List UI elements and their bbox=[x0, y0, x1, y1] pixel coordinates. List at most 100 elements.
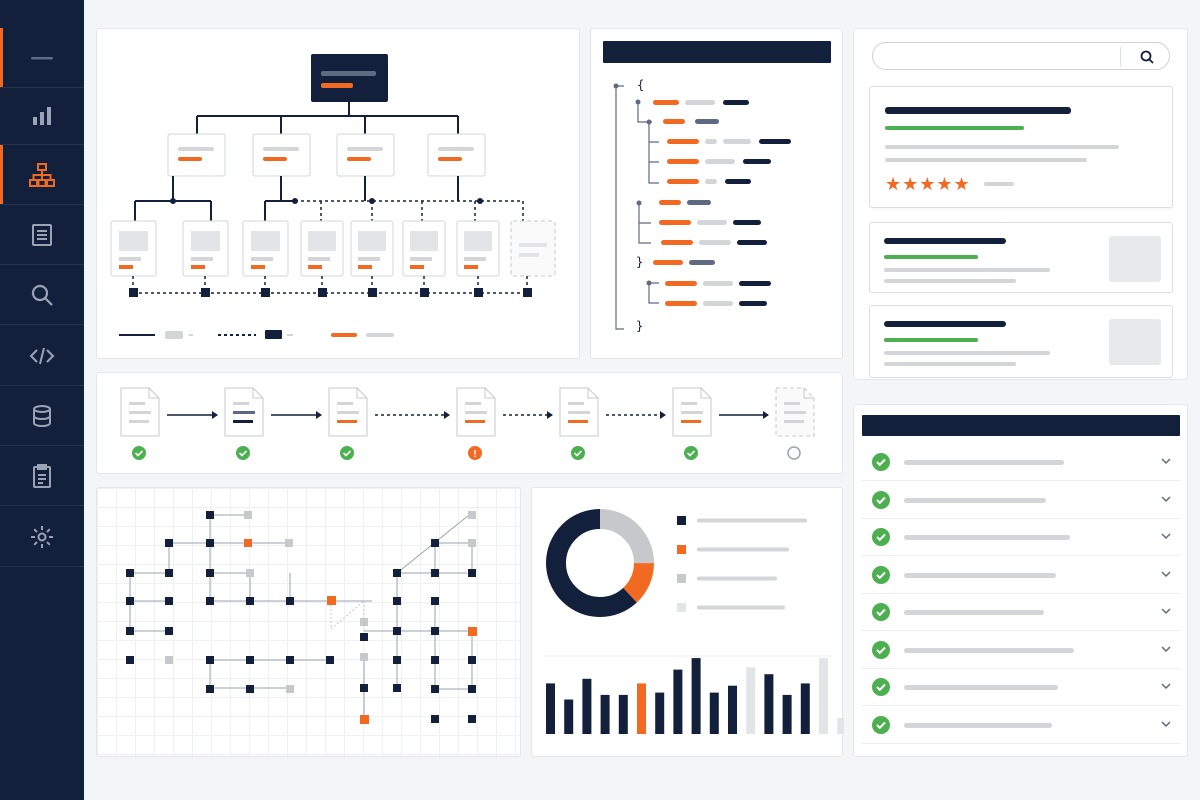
bar[interactable] bbox=[564, 699, 574, 735]
check-circle-icon bbox=[236, 446, 250, 460]
bar[interactable] bbox=[746, 667, 756, 734]
root-node[interactable] bbox=[311, 54, 388, 102]
pipeline-step[interactable] bbox=[456, 387, 496, 437]
sidebar-item-database[interactable] bbox=[0, 386, 84, 446]
pipeline-arrow bbox=[503, 411, 553, 419]
checklist-item[interactable] bbox=[862, 443, 1180, 481]
checklist-item-label bbox=[904, 535, 1070, 540]
pipeline-arrow bbox=[271, 411, 322, 419]
pipeline-arrow bbox=[167, 411, 218, 419]
check-circle-icon bbox=[132, 446, 146, 460]
checklist-item[interactable] bbox=[862, 631, 1180, 669]
legend-label bbox=[697, 518, 807, 523]
donut-legend bbox=[677, 516, 807, 612]
check-circle-icon bbox=[684, 446, 698, 460]
code-icon bbox=[29, 347, 55, 364]
network-graph-panel bbox=[96, 487, 521, 757]
bar[interactable] bbox=[637, 683, 646, 734]
check-circle-icon bbox=[872, 565, 890, 584]
checklist-item[interactable] bbox=[862, 593, 1180, 631]
pipeline-step[interactable] bbox=[672, 387, 712, 437]
result-card[interactable] bbox=[869, 305, 1173, 378]
level-one-nodes bbox=[167, 133, 486, 177]
bar[interactable] bbox=[800, 683, 810, 734]
search-divider bbox=[1120, 47, 1121, 67]
sidebar-item-documents[interactable] bbox=[0, 205, 84, 265]
sidebar-item-search[interactable] bbox=[0, 265, 84, 325]
legend-label bbox=[697, 576, 777, 581]
checklist-item[interactable] bbox=[862, 481, 1180, 519]
bar[interactable] bbox=[819, 658, 828, 734]
checklist-item[interactable] bbox=[862, 556, 1180, 594]
chevron-down-icon[interactable] bbox=[1160, 493, 1172, 505]
bar[interactable] bbox=[673, 669, 683, 734]
sidebar bbox=[0, 0, 84, 800]
pending-circle-icon bbox=[787, 446, 801, 460]
pipeline-arrow bbox=[375, 411, 450, 419]
sidebar-item-hierarchy[interactable] bbox=[0, 145, 84, 205]
check-circle-icon bbox=[872, 490, 890, 509]
result-thumbnail bbox=[1109, 319, 1161, 365]
result-card[interactable] bbox=[869, 222, 1173, 293]
sidebar-item-code[interactable] bbox=[0, 326, 84, 386]
org-chart-panel bbox=[96, 28, 580, 359]
chevron-down-icon[interactable] bbox=[1160, 530, 1172, 542]
sidebar-item-analytics[interactable] bbox=[0, 85, 84, 145]
bar[interactable] bbox=[582, 678, 592, 734]
pipeline-step[interactable] bbox=[120, 387, 160, 437]
checklist-item-label bbox=[904, 610, 1044, 615]
pipeline-step[interactable] bbox=[775, 387, 815, 437]
warning-circle-icon: ! bbox=[468, 446, 482, 460]
bar[interactable] bbox=[728, 685, 737, 734]
bar-chart-icon bbox=[33, 106, 51, 125]
chevron-down-icon[interactable] bbox=[1160, 718, 1172, 730]
rating-stars: ★★★★★ bbox=[885, 174, 971, 194]
code-panel-header bbox=[603, 41, 831, 63]
check-circle-icon bbox=[571, 446, 585, 460]
checklist-item[interactable] bbox=[862, 668, 1180, 706]
featured-result-card[interactable] bbox=[869, 86, 1173, 208]
chevron-down-icon[interactable] bbox=[1160, 455, 1172, 467]
search-field[interactable] bbox=[872, 42, 1170, 70]
check-circle-icon bbox=[872, 603, 890, 621]
donut-segment[interactable] bbox=[546, 509, 654, 617]
bar[interactable] bbox=[691, 658, 701, 734]
bar[interactable] bbox=[618, 694, 628, 734]
bar[interactable] bbox=[837, 717, 847, 734]
pipeline-panel: ! bbox=[96, 372, 843, 474]
search-icon[interactable] bbox=[1139, 49, 1155, 65]
bar[interactable] bbox=[546, 683, 555, 734]
org-chart-legend bbox=[119, 330, 394, 339]
sidebar-item-settings[interactable] bbox=[0, 507, 84, 567]
checklist-item[interactable] bbox=[862, 518, 1180, 556]
check-circle-icon bbox=[872, 528, 890, 546]
search-input[interactable] bbox=[885, 47, 1105, 65]
checklist-item[interactable] bbox=[862, 706, 1180, 744]
bar[interactable] bbox=[655, 692, 665, 734]
org-chart-diagram bbox=[110, 54, 556, 339]
pipeline-diagram: ! bbox=[120, 387, 815, 460]
pipeline-step[interactable] bbox=[224, 387, 264, 437]
close-brace-outer: } bbox=[636, 319, 644, 333]
chart-canvas bbox=[544, 509, 847, 735]
checklist-item-label bbox=[904, 460, 1064, 465]
pipeline-step[interactable] bbox=[559, 387, 599, 437]
checklist-item-label bbox=[904, 722, 1052, 728]
result-thumbnail bbox=[1109, 236, 1161, 282]
chevron-down-icon[interactable] bbox=[1160, 568, 1172, 580]
pipeline-step[interactable] bbox=[328, 387, 368, 437]
sidebar-item-clipboard[interactable] bbox=[0, 446, 84, 506]
checklist-item-label bbox=[904, 572, 1056, 578]
check-circle-icon bbox=[872, 453, 890, 471]
bar[interactable] bbox=[764, 674, 774, 734]
checklist-header bbox=[862, 415, 1180, 436]
sidebar-item-menu[interactable] bbox=[0, 28, 84, 88]
legend-swatch bbox=[677, 574, 686, 583]
bar[interactable] bbox=[782, 694, 792, 734]
chevron-down-icon[interactable] bbox=[1160, 643, 1172, 655]
bar[interactable] bbox=[709, 692, 719, 734]
chevron-down-icon[interactable] bbox=[1160, 680, 1172, 692]
chevron-down-icon[interactable] bbox=[1160, 605, 1172, 617]
bar[interactable] bbox=[600, 694, 610, 734]
warning-mark: ! bbox=[473, 449, 476, 460]
